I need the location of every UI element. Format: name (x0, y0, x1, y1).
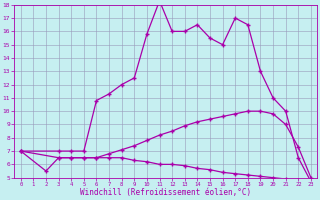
X-axis label: Windchill (Refroidissement éolien,°C): Windchill (Refroidissement éolien,°C) (80, 188, 252, 197)
